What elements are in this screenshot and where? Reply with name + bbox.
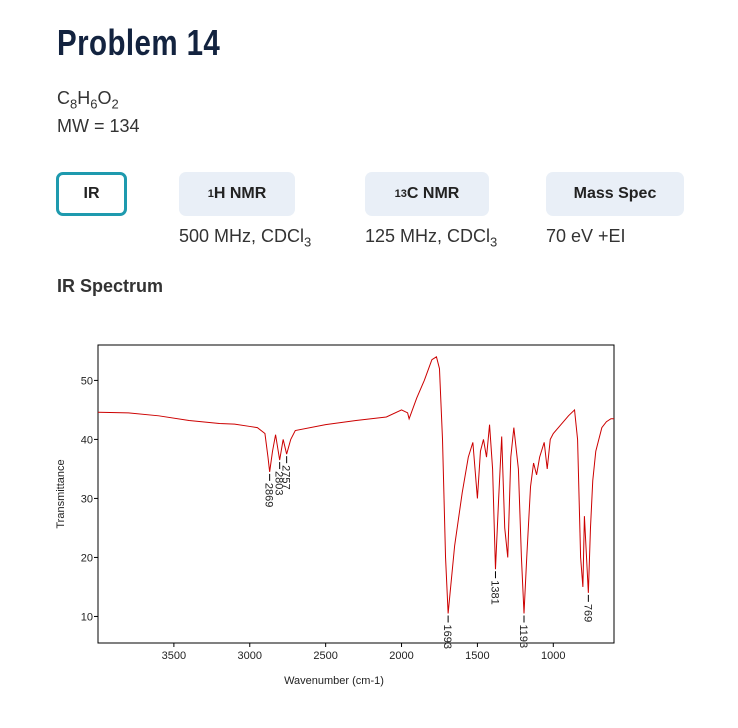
tab-note: 125 MHz, CDCl3	[365, 226, 497, 250]
tab-ir[interactable]: IR	[56, 172, 127, 216]
formula-subscript: 8	[70, 96, 78, 112]
x-tick-label: 3000	[238, 650, 262, 662]
y-tick-label: 10	[81, 611, 93, 623]
note-text: 125 MHz, CDCl	[365, 226, 491, 246]
note-text: 500 MHz, CDCl	[179, 226, 305, 246]
y-tick-label: 50	[81, 375, 93, 387]
x-tick-label: 3500	[162, 650, 186, 662]
problem-title: Problem 14	[57, 22, 221, 63]
y-axis-label: Transmittance	[55, 459, 67, 528]
tab-label: C NMR	[406, 185, 460, 202]
x-tick-label: 1500	[465, 650, 489, 662]
x-tick-label: 1000	[541, 650, 565, 662]
formula-element: H	[77, 88, 91, 108]
note-sub: 3	[304, 234, 312, 250]
tab-c-nmr[interactable]: 13 C NMR	[365, 172, 489, 216]
plot-frame	[97, 344, 615, 644]
peak-label: 2869	[263, 483, 275, 507]
peak-label: 2757	[280, 465, 292, 489]
tab-sup: 1	[207, 188, 214, 200]
tab-note: 70 eV +EI	[546, 226, 626, 246]
peak-label: 1193	[517, 624, 529, 648]
x-axis-label: Wavenumber (cm-1)	[284, 675, 384, 687]
formula-element: C	[57, 88, 70, 108]
molecular-weight: MW = 134	[57, 116, 140, 136]
tab-note: 500 MHz, CDCl3	[179, 226, 311, 250]
peak-label: 1693	[441, 624, 453, 648]
formula-subscript: 6	[90, 96, 98, 112]
y-tick-label: 40	[81, 434, 93, 446]
formula-subscript: 2	[111, 96, 119, 112]
tab-sup: 13	[394, 188, 407, 200]
tab-label: H NMR	[213, 185, 267, 202]
x-tick-label: 2500	[313, 650, 337, 662]
y-tick-label: 30	[81, 493, 93, 505]
note-sub: 3	[490, 234, 498, 250]
section-heading: IR Spectrum	[57, 276, 164, 296]
peak-label: 769	[581, 604, 593, 622]
tab-mass-spec[interactable]: Mass Spec	[546, 172, 684, 216]
molecular-formula: C8H6O2	[57, 88, 119, 112]
formula-element: O	[97, 88, 112, 108]
peak-label: 2803	[273, 471, 285, 495]
x-tick-label: 2000	[389, 650, 413, 662]
peak-label: 1381	[488, 580, 500, 604]
spectrum-line	[97, 356, 614, 614]
y-tick-label: 20	[81, 552, 93, 564]
